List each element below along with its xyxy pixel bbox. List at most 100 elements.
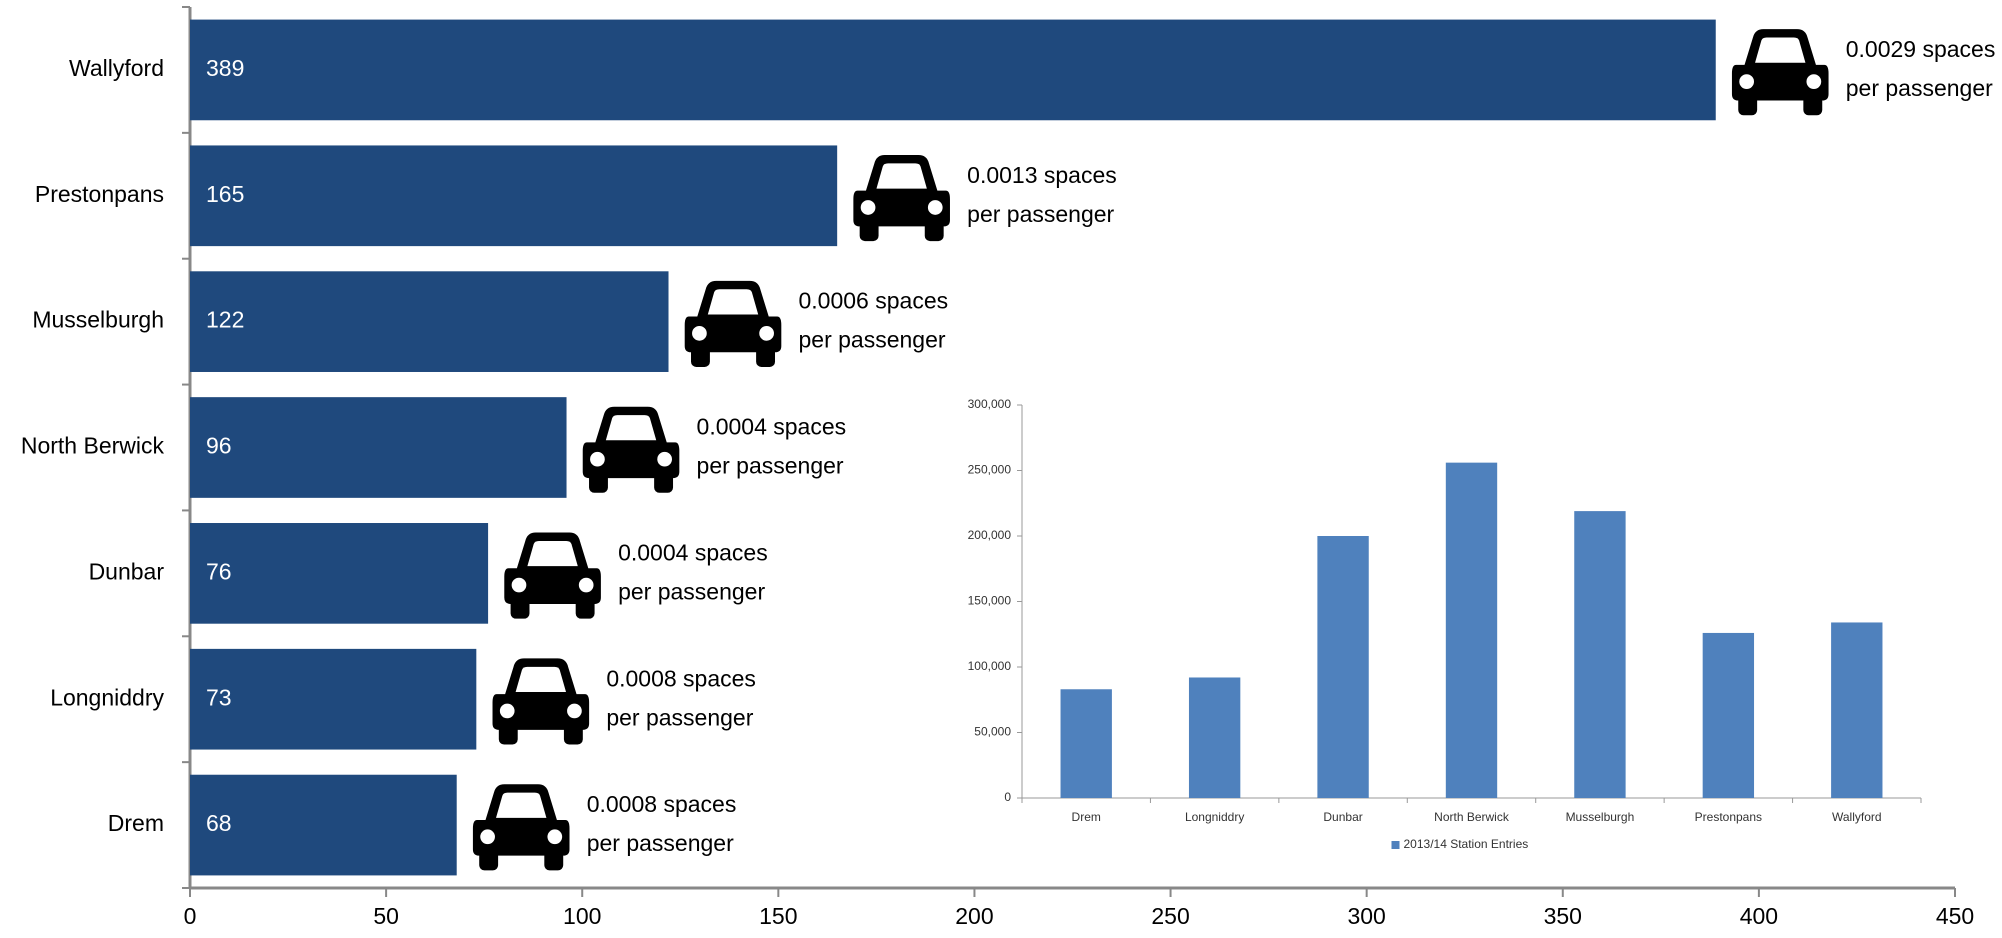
y-tick-label: 250,000 xyxy=(968,463,1012,477)
annotation: per passenger xyxy=(967,201,1114,227)
y-tick-label: 50,000 xyxy=(974,725,1011,739)
legend-swatch xyxy=(1391,841,1400,849)
value-label: 122 xyxy=(206,307,244,333)
car-light xyxy=(1806,74,1822,89)
car-light xyxy=(578,577,594,593)
bar xyxy=(1831,622,1883,798)
car-window xyxy=(605,415,657,441)
car-body xyxy=(504,532,601,604)
car-wheel xyxy=(654,471,674,493)
car-light xyxy=(480,829,495,845)
y-tick-label: 0 xyxy=(1004,790,1011,804)
bar xyxy=(190,19,1716,121)
car-body xyxy=(1731,29,1829,101)
annotation: 0.0008 spaces xyxy=(587,791,737,817)
car-body xyxy=(853,154,950,227)
car-wheel xyxy=(1803,94,1823,116)
annotation: per passenger xyxy=(606,704,753,730)
car-icon xyxy=(684,280,782,367)
car-window xyxy=(1755,37,1806,63)
x-tick-label: Wallyford xyxy=(1832,810,1882,824)
x-tick-label: 350 xyxy=(1544,903,1582,929)
annotation: per passenger xyxy=(618,578,765,604)
annotation: 0.0004 spaces xyxy=(618,539,768,565)
y-tick-label: Musselburgh xyxy=(32,307,164,333)
car-wheel xyxy=(924,220,944,242)
car-window xyxy=(876,163,927,189)
car-light xyxy=(547,829,563,845)
x-tick-label: 100 xyxy=(563,903,601,929)
value-label: 165 xyxy=(206,181,244,207)
annotation: per passenger xyxy=(1846,75,1993,101)
bar xyxy=(190,145,838,247)
y-tick-label: 100,000 xyxy=(968,659,1012,673)
car-icon xyxy=(504,532,601,619)
annotation: 0.0013 spaces xyxy=(967,162,1117,188)
car-body xyxy=(582,406,680,479)
x-tick-label: 450 xyxy=(1936,903,1974,929)
car-light xyxy=(1739,74,1754,89)
annotation: per passenger xyxy=(697,453,844,479)
annotation: 0.0008 spaces xyxy=(606,665,756,691)
x-tick-label: 200 xyxy=(955,903,993,929)
car-light xyxy=(860,200,876,215)
car-window xyxy=(496,792,547,818)
car-light xyxy=(567,703,582,719)
annotation: 0.0006 spaces xyxy=(799,288,949,314)
car-wheel xyxy=(544,849,564,871)
car-window xyxy=(527,540,578,567)
car-light xyxy=(590,451,605,467)
y-tick-label: Prestonpans xyxy=(35,181,164,207)
car-wheel xyxy=(498,723,518,745)
x-tick-label: Drem xyxy=(1072,810,1101,824)
car-wheel xyxy=(575,597,595,619)
y-tick-label: North Berwick xyxy=(21,433,165,459)
car-wheel xyxy=(1738,94,1758,116)
bar xyxy=(1574,511,1626,798)
x-tick-label: Dunbar xyxy=(1323,810,1362,824)
y-tick-label: Longniddry xyxy=(50,684,164,710)
car-light xyxy=(927,200,943,215)
y-tick-label: Drem xyxy=(108,810,164,836)
y-tick-label: 150,000 xyxy=(968,594,1012,608)
x-tick-label: Longniddry xyxy=(1185,810,1244,824)
car-body xyxy=(472,784,570,856)
y-tick-label: 200,000 xyxy=(968,528,1012,542)
y-tick-label: Wallyford xyxy=(69,55,164,81)
x-tick-label: Prestonpans xyxy=(1695,810,1762,824)
car-wheel xyxy=(563,723,583,745)
value-label: 96 xyxy=(206,433,232,459)
x-tick-label: 150 xyxy=(759,903,797,929)
car-wheel xyxy=(756,345,776,367)
car-wheel xyxy=(859,220,879,242)
x-tick-label: 300 xyxy=(1347,903,1385,929)
car-light xyxy=(499,703,515,719)
car-wheel xyxy=(510,597,530,619)
legend-label: 2013/14 Station Entries xyxy=(1404,837,1529,851)
car-light xyxy=(692,325,707,341)
car-wheel xyxy=(691,345,710,367)
car-icon xyxy=(492,658,590,745)
car-wheel xyxy=(479,849,499,871)
bar xyxy=(190,523,489,624)
annotation: per passenger xyxy=(799,327,946,353)
bar xyxy=(190,648,477,750)
car-body xyxy=(492,658,590,730)
bar xyxy=(1702,632,1755,798)
value-label: 389 xyxy=(206,55,244,81)
car-icon xyxy=(472,784,570,871)
annotation: per passenger xyxy=(587,830,734,856)
bar xyxy=(190,271,669,372)
value-label: 76 xyxy=(206,558,232,584)
car-icon xyxy=(1731,29,1829,116)
x-tick-label: Musselburgh xyxy=(1566,810,1635,824)
bar xyxy=(1445,462,1498,798)
x-tick-label: 250 xyxy=(1151,903,1189,929)
y-tick-label: 300,000 xyxy=(968,397,1012,411)
x-tick-label: 0 xyxy=(184,903,197,929)
value-label: 73 xyxy=(206,684,232,710)
car-wheel xyxy=(589,471,608,493)
annotation: 0.0004 spaces xyxy=(697,414,847,440)
x-tick-label: 50 xyxy=(373,903,399,929)
